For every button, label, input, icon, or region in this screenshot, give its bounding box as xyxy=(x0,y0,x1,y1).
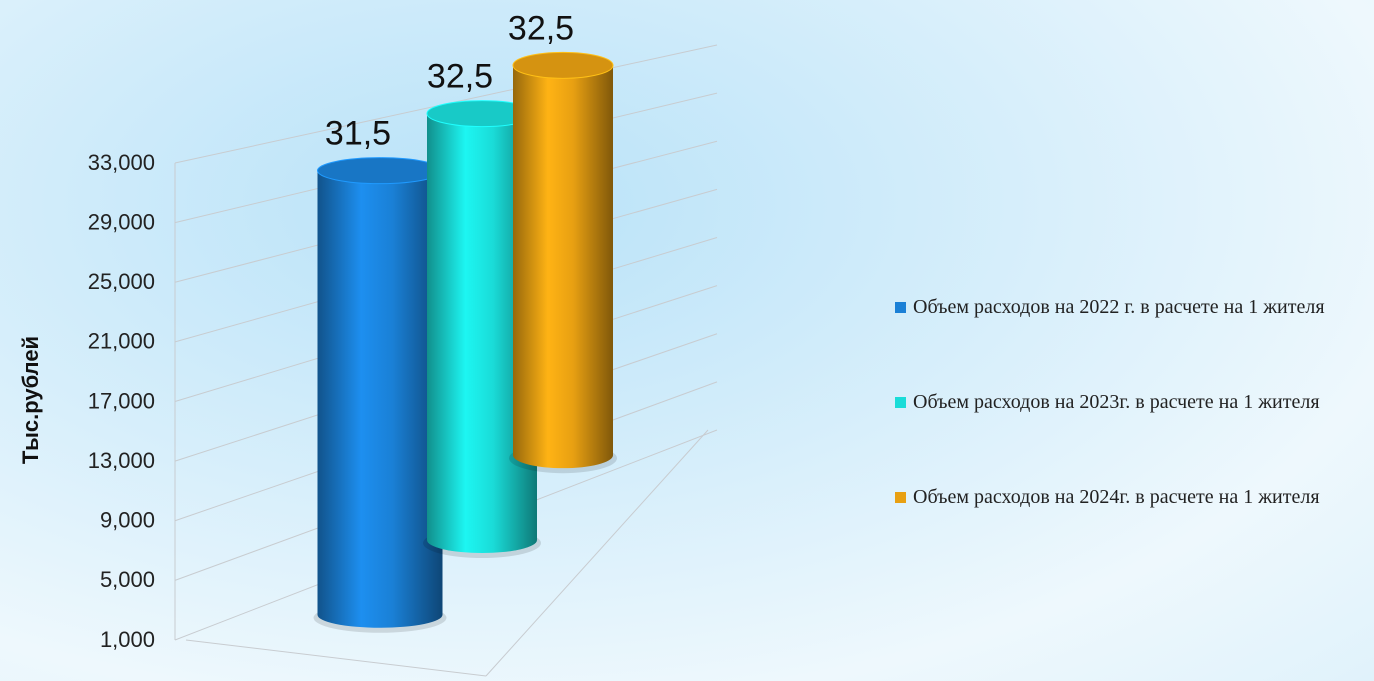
cylinder-top xyxy=(512,51,614,79)
y-axis-label: Тыс.рублей xyxy=(18,336,43,464)
y-tick-label: 9,000 xyxy=(100,508,155,533)
y-tick-label: 1,000 xyxy=(100,627,155,652)
data-label: 32,5 xyxy=(427,58,493,96)
legend-swatch xyxy=(895,397,906,408)
legend-label: Объем расходов на 2022 г. в расчете на 1… xyxy=(913,296,1325,318)
legend-item: Объем расходов на 2023г. в расчете на 1 … xyxy=(895,390,1373,414)
legend-label: Объем расходов на 2024г. в расчете на 1 … xyxy=(913,486,1320,508)
y-tick-label: 29,000 xyxy=(88,209,155,234)
y-tick-label: 33,000 xyxy=(88,150,155,175)
y-tick-label: 25,000 xyxy=(88,269,155,294)
legend-swatch xyxy=(895,302,906,313)
y-tick-label: 21,000 xyxy=(88,329,155,354)
legend-swatch xyxy=(895,492,906,503)
floor-edge xyxy=(185,639,487,677)
data-label: 32,5 xyxy=(508,9,574,47)
y-tick-label: 13,000 xyxy=(88,448,155,473)
legend-item: Объем расходов на 2022 г. в расчете на 1… xyxy=(895,295,1373,319)
bar xyxy=(427,113,537,554)
bar xyxy=(513,65,613,469)
legend-label: Объем расходов на 2023г. в расчете на 1 … xyxy=(913,391,1320,413)
data-label: 31,5 xyxy=(325,115,391,153)
floor-edge xyxy=(485,429,709,677)
y-tick-label: 17,000 xyxy=(88,388,155,413)
cylinder-top xyxy=(317,157,443,185)
y-tick-label: 5,000 xyxy=(100,567,155,592)
legend-item: Объем расходов на 2024г. в расчете на 1 … xyxy=(895,485,1373,509)
bar xyxy=(317,170,443,628)
